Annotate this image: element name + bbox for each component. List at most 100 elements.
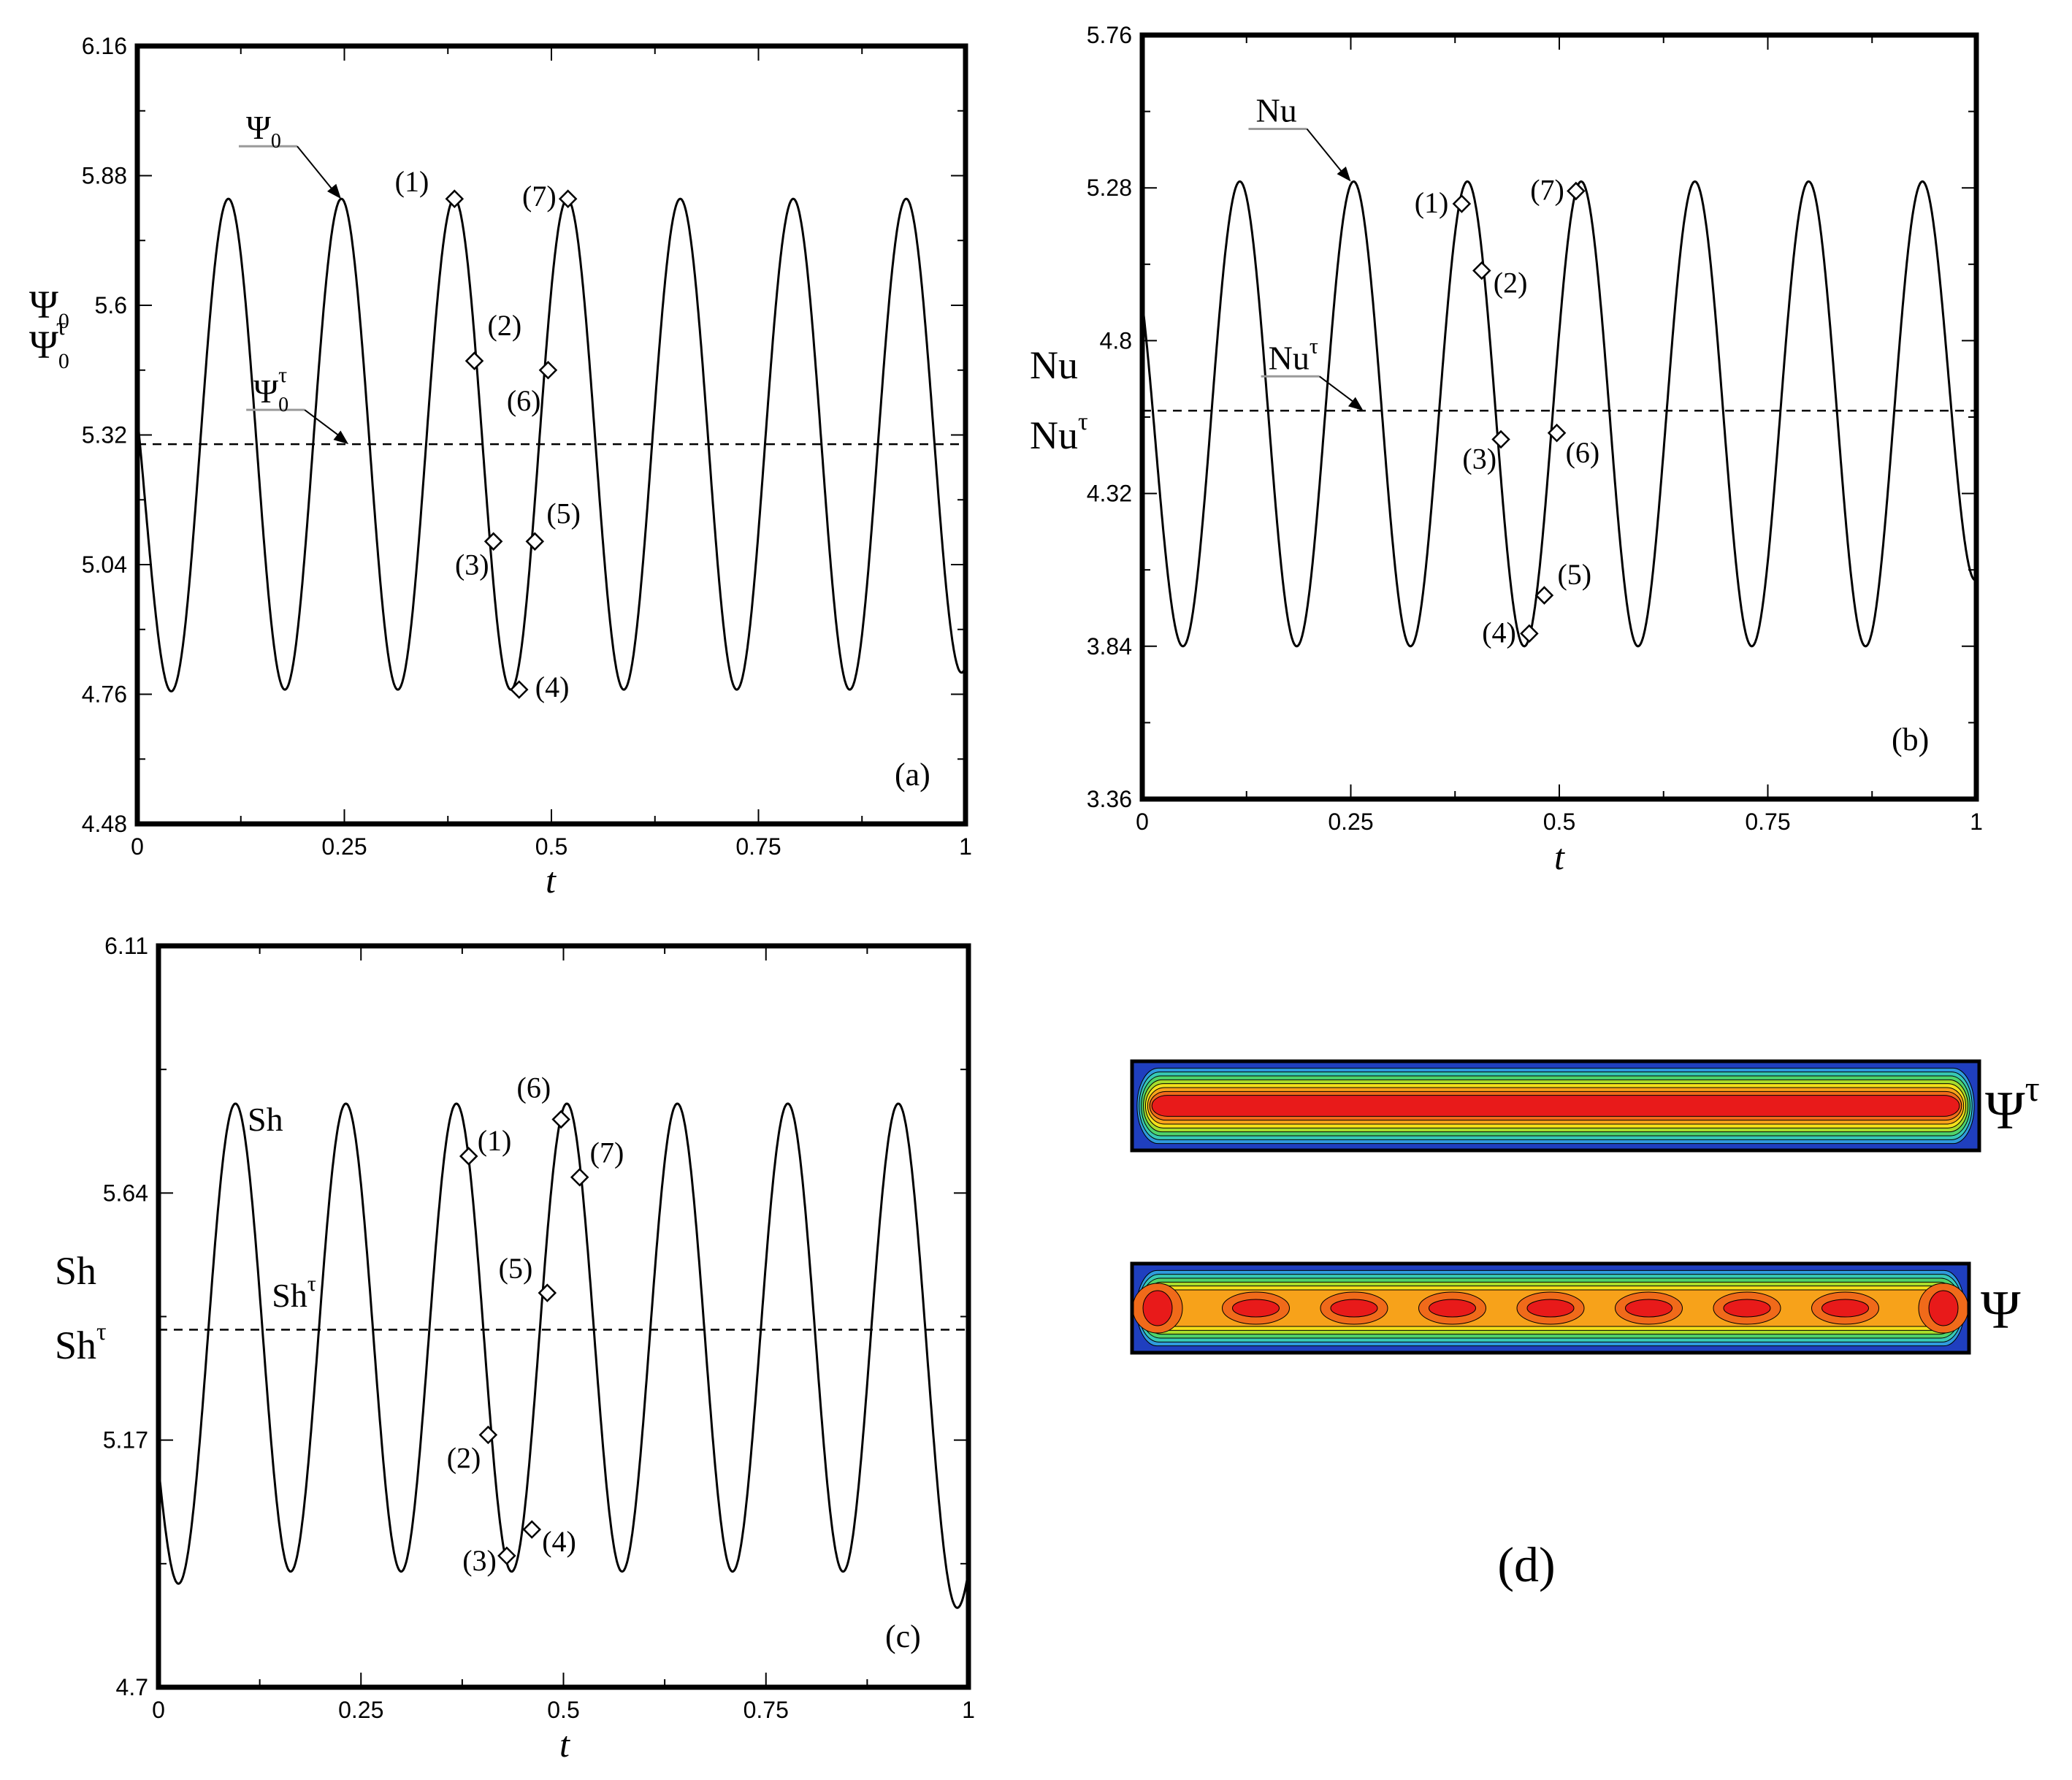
x-tick-label: 0.25: [1328, 809, 1373, 835]
contour-cell: [1928, 1290, 1959, 1326]
state-marker: [510, 680, 529, 699]
panel-c-y-axis-title: Sh Shτ: [55, 1249, 107, 1367]
state-marker-label: (5): [1557, 558, 1591, 591]
x-tick-label: 0.25: [321, 833, 367, 860]
state-marker-label: (1): [395, 165, 429, 198]
state-marker-label: (3): [455, 548, 489, 581]
contour-band: [1151, 1095, 1960, 1117]
state-marker: [1534, 586, 1554, 605]
y-tick-label: 5.17: [103, 1427, 148, 1454]
state-marker: [522, 1520, 542, 1539]
panel-a-ylabel-bottom: Ψ0τ: [29, 313, 69, 373]
y-tick-label: 5.88: [82, 163, 127, 189]
y-tick-label: 4.48: [82, 811, 127, 837]
y-tick-label: 4.76: [82, 681, 127, 708]
panel-c-ylabel-top: Sh: [55, 1249, 96, 1293]
contour-cell: [1232, 1299, 1280, 1318]
panel-c-tick-labels: 0 0.25 0.5 0.75 1 4.7 5.17 5.64 6.11: [103, 933, 975, 1723]
panel-c-tag: (c): [885, 1619, 921, 1654]
contour-cell: [1330, 1299, 1378, 1318]
state-marker-label: (2): [1494, 267, 1528, 299]
panel-a-y-axis-title: Ψ0 Ψ0τ: [29, 283, 69, 373]
y-tick-label: 5.32: [82, 422, 127, 448]
state-marker: [1491, 429, 1510, 449]
panel-b-y-axis-title: Nu Nuτ: [1030, 343, 1088, 457]
state-marker-label: (7): [1530, 174, 1564, 207]
curve-label: Sh: [248, 1101, 283, 1138]
state-marker-label: (1): [1415, 186, 1449, 219]
contour-mean-label: Ψτ: [1985, 1068, 2040, 1141]
panel-a-tag: (a): [895, 757, 930, 792]
state-marker-label: (3): [1462, 443, 1496, 475]
state-marker: [1472, 261, 1491, 280]
panel-c-markers: (1) (2) (3) (4) (5) (6) (7): [447, 1072, 624, 1577]
curve-label: Shτ: [272, 1272, 316, 1314]
x-tick-label: 0.5: [535, 833, 567, 860]
state-marker: [478, 1425, 498, 1445]
leader-line: [304, 409, 343, 439]
contour-mean-field: [1132, 1061, 1979, 1150]
state-marker-label: (6): [1566, 436, 1600, 469]
state-marker-label: (2): [488, 309, 522, 342]
y-tick-label: 4.8: [1100, 327, 1132, 354]
panel-b-grid-ticks: [1142, 34, 1977, 800]
state-marker: [465, 351, 484, 370]
panel-b-ylabel-top: Nu: [1030, 343, 1078, 387]
state-marker-label: (5): [546, 497, 581, 530]
panel-c-frame: [156, 943, 971, 1690]
panel-b-markers: (1) (2) (3) (4) (5) (6) (7): [1415, 174, 1599, 649]
curve-label: Nuτ: [1269, 334, 1318, 376]
contour-cell: [1429, 1299, 1476, 1318]
panel-c-solid-series: [157, 1102, 970, 1609]
panel-a-markers: (1) (2) (3) (4) (5) (6) (7): [395, 165, 581, 703]
panel-c-x-axis-title: t: [559, 1724, 570, 1765]
y-tick-label: 5.28: [1087, 175, 1132, 201]
y-tick-label: 3.84: [1087, 633, 1132, 660]
state-marker-label: (4): [542, 1525, 576, 1558]
panel-c-curve-labels: Sh Shτ: [248, 1101, 316, 1314]
curve-label: Ψ0τ: [253, 363, 288, 416]
leader-arrow: [1347, 397, 1364, 411]
contour-instant-label: Ψ: [1981, 1280, 2021, 1340]
panel-a-x-axis-title: t: [546, 860, 557, 901]
y-tick-label: 5.04: [82, 551, 127, 578]
leader-arrow: [1337, 166, 1351, 182]
panel-c: (1) (2) (3) (4) (5) (6) (7) Sh Shτ 0 0.25 0.5 0.75…: [55, 933, 975, 1765]
panel-a-tick-labels: 0 0.25 0.5 0.75 1 4.48 4.76 5.04 5.32 5.6 5.88 6.16: [82, 33, 972, 860]
contour-instant-field: [1132, 1264, 1969, 1353]
x-tick-label: 0: [131, 833, 144, 860]
x-tick-label: 0: [1136, 809, 1149, 835]
contour-cell: [1625, 1299, 1672, 1318]
x-tick-label: 0.25: [338, 1697, 383, 1723]
state-marker-label: (2): [447, 1441, 481, 1474]
contour-cell: [1526, 1299, 1575, 1318]
state-marker: [538, 1283, 557, 1302]
state-marker: [483, 532, 503, 551]
state-marker: [525, 532, 545, 551]
y-tick-label: 5.64: [103, 1180, 148, 1206]
state-marker: [1567, 181, 1586, 201]
x-tick-label: 0.5: [1543, 809, 1575, 835]
y-tick-label: 5.76: [1087, 22, 1132, 48]
y-tick-label: 6.11: [104, 933, 148, 959]
state-marker-label: (1): [478, 1124, 512, 1157]
state-marker: [558, 189, 578, 208]
y-tick-label: 3.36: [1087, 786, 1132, 812]
state-marker-label: (7): [590, 1137, 624, 1169]
x-tick-label: 0.75: [1745, 809, 1790, 835]
y-tick-label: 4.32: [1087, 481, 1132, 507]
x-tick-label: 0: [152, 1697, 165, 1723]
panel-c-grid-ticks: [158, 945, 969, 1688]
x-tick-label: 1: [962, 1697, 975, 1723]
state-marker: [497, 1546, 516, 1565]
leader-line: [297, 145, 336, 194]
panel-b-tag: (b): [1892, 722, 1929, 757]
panel-a-solid-series: [136, 197, 967, 693]
state-marker: [459, 1147, 478, 1166]
state-marker: [551, 1109, 570, 1129]
x-tick-label: 1: [959, 833, 972, 860]
state-marker-label: (6): [507, 384, 541, 417]
curve-label: Nu: [1256, 91, 1297, 129]
contour-mean-frame: [1130, 1059, 1981, 1153]
